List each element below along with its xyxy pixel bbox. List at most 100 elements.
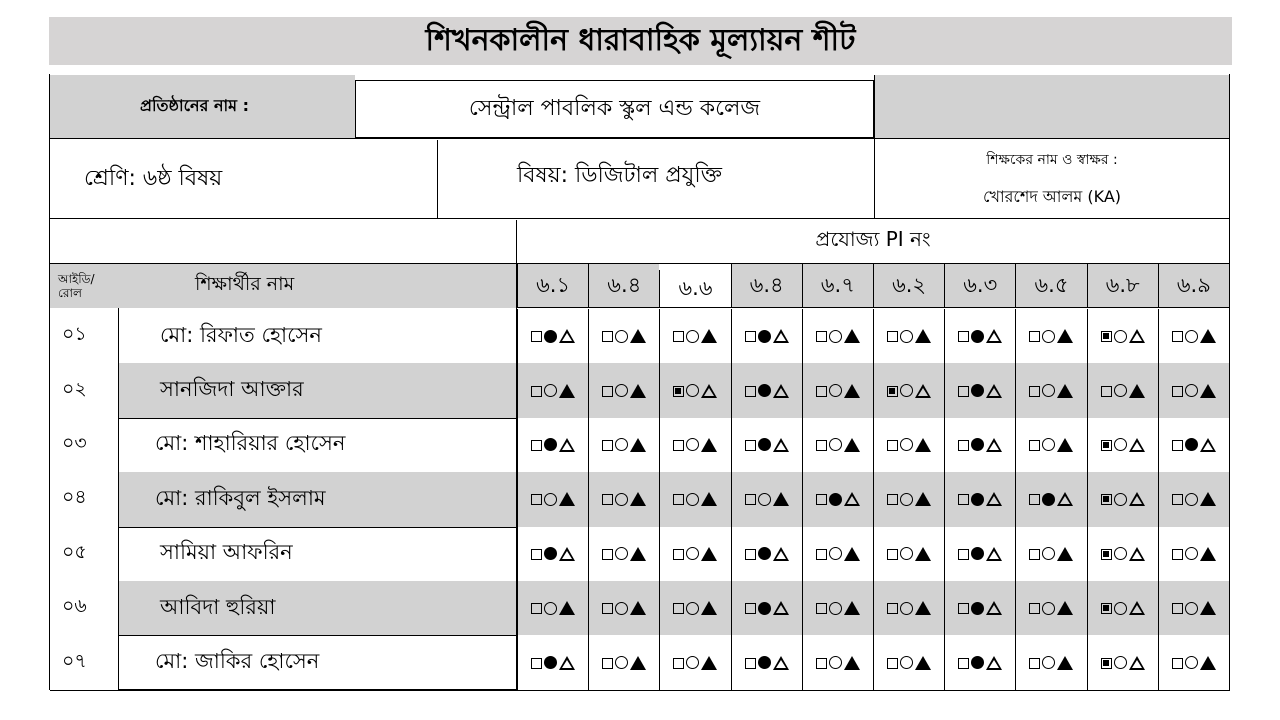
square-icon[interactable]: [673, 657, 685, 669]
filled-circle-icon[interactable]: [757, 329, 771, 343]
pi-mark-cell[interactable]: [588, 363, 659, 418]
pi-mark-cell[interactable]: [588, 417, 660, 473]
triangle-icon[interactable]: [772, 329, 789, 344]
circle-icon[interactable]: [615, 547, 629, 561]
square-icon[interactable]: [815, 657, 827, 669]
square-icon[interactable]: [673, 494, 685, 506]
square-icon[interactable]: [887, 603, 899, 615]
filled-circle-icon[interactable]: [971, 656, 985, 670]
square-icon[interactable]: [673, 603, 685, 615]
pi-mark-cell[interactable]: [873, 363, 944, 418]
pi-mark-cell[interactable]: [873, 417, 945, 473]
filled-circle-icon[interactable]: [828, 492, 842, 506]
filled-circle-icon[interactable]: [544, 656, 558, 670]
filled-triangle-icon[interactable]: [915, 546, 932, 561]
pi-mark-cell[interactable]: [1086, 417, 1158, 473]
triangle-icon[interactable]: [772, 437, 789, 452]
filled-triangle-icon[interactable]: [843, 601, 860, 616]
pi-mark-cell[interactable]: [588, 526, 660, 581]
square-icon[interactable]: [744, 548, 756, 560]
filled-circle-icon[interactable]: [1042, 492, 1056, 506]
triangle-icon[interactable]: [1128, 329, 1145, 344]
pi-mark-cell[interactable]: [659, 526, 731, 581]
circle-icon[interactable]: [900, 438, 914, 452]
triangle-icon[interactable]: [1057, 492, 1074, 507]
pi-mark-cell[interactable]: [517, 363, 588, 418]
triangle-icon[interactable]: [915, 383, 932, 398]
square-icon[interactable]: [744, 439, 756, 451]
filled-square-icon[interactable]: [1100, 657, 1112, 669]
pi-mark-cell[interactable]: [801, 581, 873, 636]
filled-triangle-icon[interactable]: [1057, 655, 1074, 670]
square-icon[interactable]: [531, 439, 543, 451]
filled-triangle-icon[interactable]: [915, 601, 932, 616]
filled-square-icon[interactable]: [1100, 548, 1112, 560]
triangle-icon[interactable]: [986, 601, 1003, 616]
pi-mark-cell[interactable]: [1015, 581, 1086, 636]
filled-circle-icon[interactable]: [971, 492, 985, 506]
square-icon[interactable]: [602, 548, 614, 560]
pi-mark-cell[interactable]: [944, 417, 1016, 473]
circle-icon[interactable]: [1184, 384, 1198, 398]
square-icon[interactable]: [602, 331, 614, 343]
triangle-icon[interactable]: [772, 383, 789, 398]
filled-triangle-icon[interactable]: [630, 546, 647, 561]
pi-mark-cell[interactable]: [944, 309, 1016, 364]
pi-mark-cell[interactable]: [1015, 472, 1086, 527]
pi-mark-cell[interactable]: [517, 635, 589, 690]
filled-triangle-icon[interactable]: [1057, 383, 1074, 398]
filled-circle-icon[interactable]: [971, 329, 985, 343]
circle-icon[interactable]: [615, 601, 629, 615]
pi-mark-cell[interactable]: [588, 309, 660, 364]
filled-triangle-icon[interactable]: [701, 601, 718, 616]
circle-icon[interactable]: [1113, 547, 1127, 561]
circle-icon[interactable]: [1042, 384, 1056, 398]
circle-icon[interactable]: [828, 601, 842, 615]
circle-icon[interactable]: [1042, 547, 1056, 561]
square-icon[interactable]: [602, 657, 614, 669]
square-icon[interactable]: [1171, 494, 1183, 506]
circle-icon[interactable]: [1184, 547, 1198, 561]
circle-icon[interactable]: [1184, 601, 1198, 615]
filled-circle-icon[interactable]: [971, 438, 985, 452]
square-icon[interactable]: [1029, 385, 1041, 397]
square-icon[interactable]: [602, 603, 614, 615]
square-icon[interactable]: [1171, 385, 1183, 397]
triangle-icon[interactable]: [559, 329, 576, 344]
circle-icon[interactable]: [686, 547, 700, 561]
filled-circle-icon[interactable]: [757, 601, 771, 615]
circle-icon[interactable]: [544, 492, 558, 506]
filled-triangle-icon[interactable]: [915, 492, 932, 507]
pi-mark-cell[interactable]: [730, 635, 802, 690]
circle-icon[interactable]: [900, 329, 914, 343]
square-icon[interactable]: [1029, 657, 1041, 669]
triangle-icon[interactable]: [986, 437, 1003, 452]
filled-circle-icon[interactable]: [971, 601, 985, 615]
circle-icon[interactable]: [1113, 492, 1127, 506]
circle-icon[interactable]: [1113, 384, 1127, 398]
pi-mark-cell[interactable]: [801, 309, 873, 364]
filled-circle-icon[interactable]: [971, 547, 985, 561]
pi-mark-cell[interactable]: [659, 472, 730, 527]
filled-circle-icon[interactable]: [971, 384, 985, 398]
filled-triangle-icon[interactable]: [1057, 546, 1074, 561]
filled-triangle-icon[interactable]: [559, 492, 576, 507]
triangle-icon[interactable]: [986, 492, 1003, 507]
circle-icon[interactable]: [1184, 492, 1198, 506]
square-icon[interactable]: [531, 657, 543, 669]
square-icon[interactable]: [887, 548, 899, 560]
triangle-icon[interactable]: [559, 437, 576, 452]
circle-icon[interactable]: [1113, 656, 1127, 670]
square-icon[interactable]: [1171, 548, 1183, 560]
triangle-icon[interactable]: [843, 492, 860, 507]
pi-mark-cell[interactable]: [588, 581, 659, 636]
square-icon[interactable]: [1029, 603, 1041, 615]
square-icon[interactable]: [1171, 439, 1183, 451]
square-icon[interactable]: [1029, 439, 1041, 451]
pi-mark-cell[interactable]: [730, 309, 802, 364]
square-icon[interactable]: [1029, 548, 1041, 560]
filled-triangle-icon[interactable]: [1199, 601, 1216, 616]
pi-mark-cell[interactable]: [873, 526, 945, 581]
filled-triangle-icon[interactable]: [630, 655, 647, 670]
pi-mark-cell[interactable]: [1086, 635, 1158, 690]
